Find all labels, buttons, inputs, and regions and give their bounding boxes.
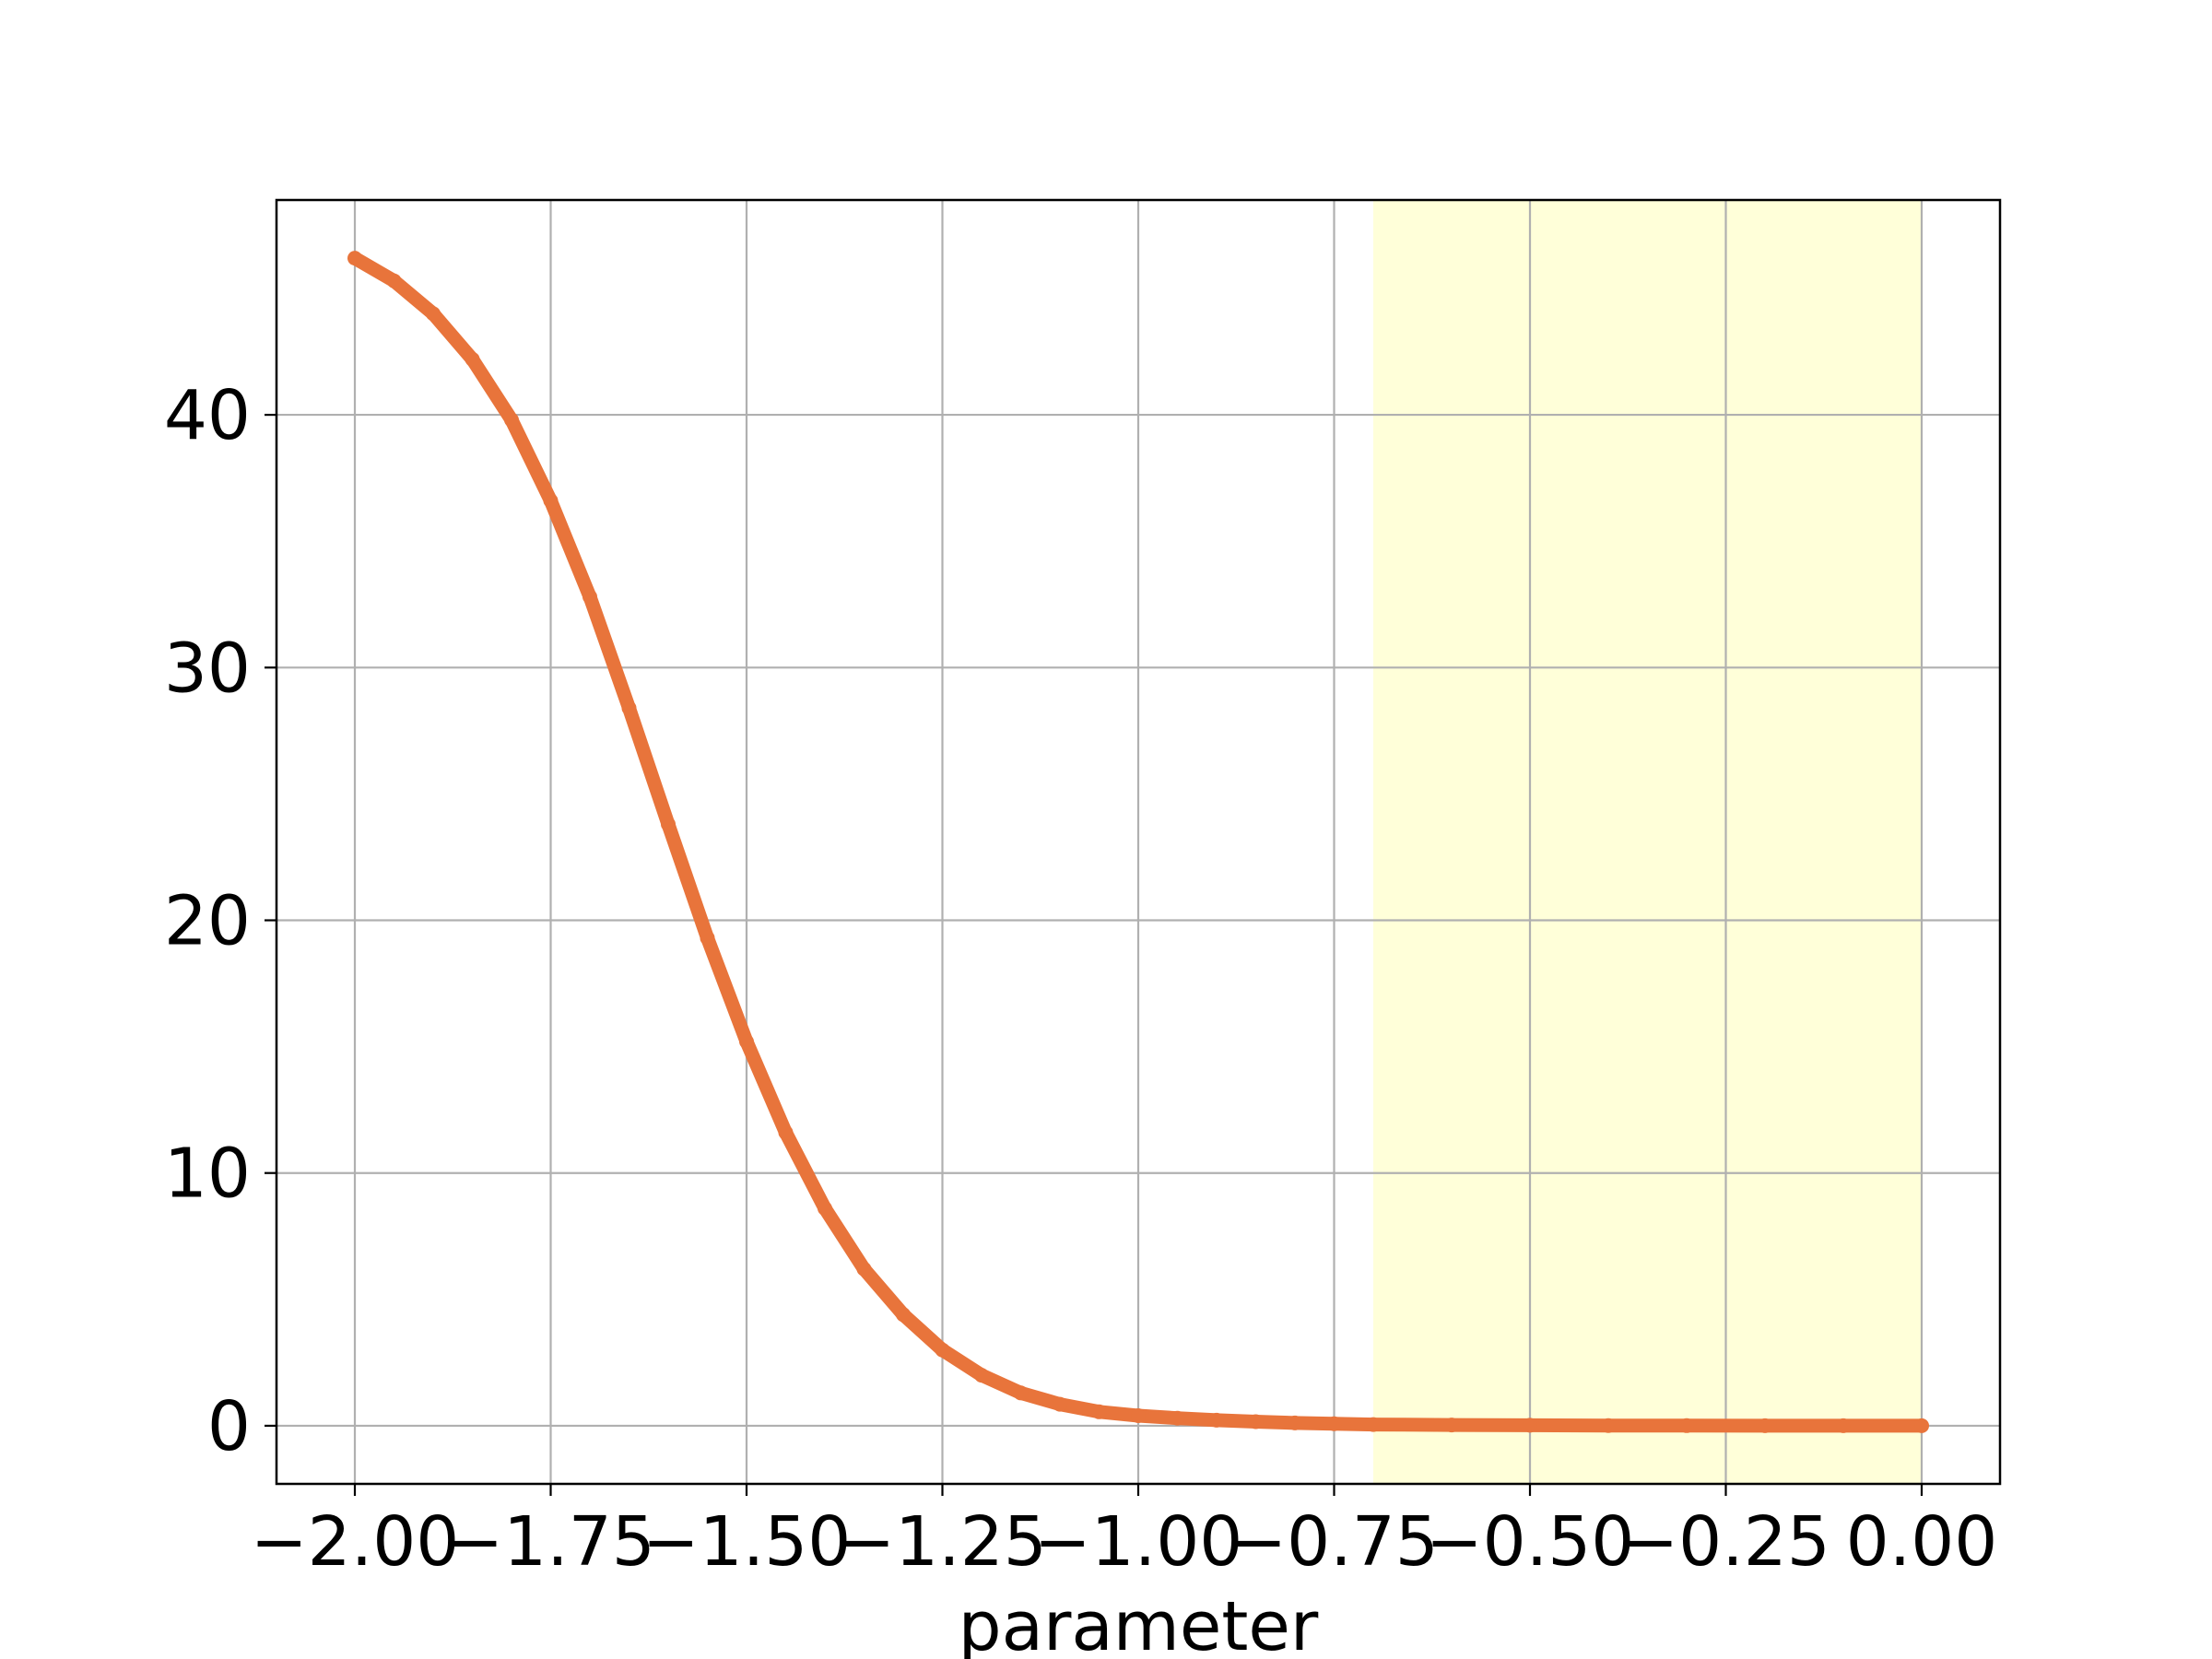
data-point (465, 351, 480, 367)
data-point (347, 251, 362, 266)
x-axis-label: parameter (959, 1587, 1319, 1659)
data-point (1523, 1418, 1537, 1433)
data-point (818, 1201, 832, 1217)
data-point (1601, 1418, 1616, 1433)
highlight-band (1373, 200, 1922, 1484)
data-point (504, 412, 519, 428)
data-point (935, 1342, 950, 1358)
data-point (1170, 1410, 1185, 1426)
y-tick-label: 0 (207, 1387, 251, 1466)
series-line-0 (347, 251, 1929, 1433)
data-point (1288, 1415, 1302, 1430)
data-point (1326, 1416, 1342, 1431)
data-point (1091, 1404, 1107, 1419)
x-tick-label: −2.00 (251, 1502, 460, 1582)
data-point (426, 306, 441, 322)
y-tick-label: 30 (164, 629, 251, 708)
data-point (700, 930, 715, 946)
data-point (778, 1124, 794, 1140)
x-tick-label: −0.25 (1621, 1502, 1830, 1582)
data-point (386, 273, 402, 288)
data-point (974, 1368, 989, 1383)
x-tick-label: −1.25 (838, 1502, 1047, 1582)
data-point (1836, 1418, 1851, 1433)
x-tick-label: −0.50 (1426, 1502, 1635, 1582)
data-point (856, 1261, 872, 1277)
data-point (1248, 1414, 1264, 1430)
data-point (896, 1307, 911, 1323)
y-tick-label: 40 (164, 376, 251, 455)
data-point (661, 817, 676, 832)
data-point (1209, 1412, 1224, 1428)
data-point (1366, 1417, 1381, 1432)
data-point (1914, 1418, 1929, 1433)
data-point (1679, 1418, 1694, 1433)
data-point (582, 589, 597, 605)
data-point (621, 700, 637, 716)
y-tick-label: 10 (164, 1135, 251, 1214)
data-point (543, 493, 559, 509)
data-point (1131, 1408, 1146, 1423)
x-tick-label: −1.75 (446, 1502, 655, 1582)
data-point (739, 1034, 754, 1050)
x-tick-label: −0.75 (1230, 1502, 1439, 1582)
data-point (1053, 1396, 1067, 1412)
x-tick-label: −1.00 (1034, 1502, 1243, 1582)
x-tick-label: 0.00 (1846, 1502, 1998, 1582)
data-point (1013, 1385, 1029, 1401)
data-point (1758, 1418, 1772, 1433)
x-tick-label: −1.50 (642, 1502, 852, 1582)
data-point (1444, 1418, 1459, 1433)
y-tick-label: 20 (164, 882, 251, 961)
